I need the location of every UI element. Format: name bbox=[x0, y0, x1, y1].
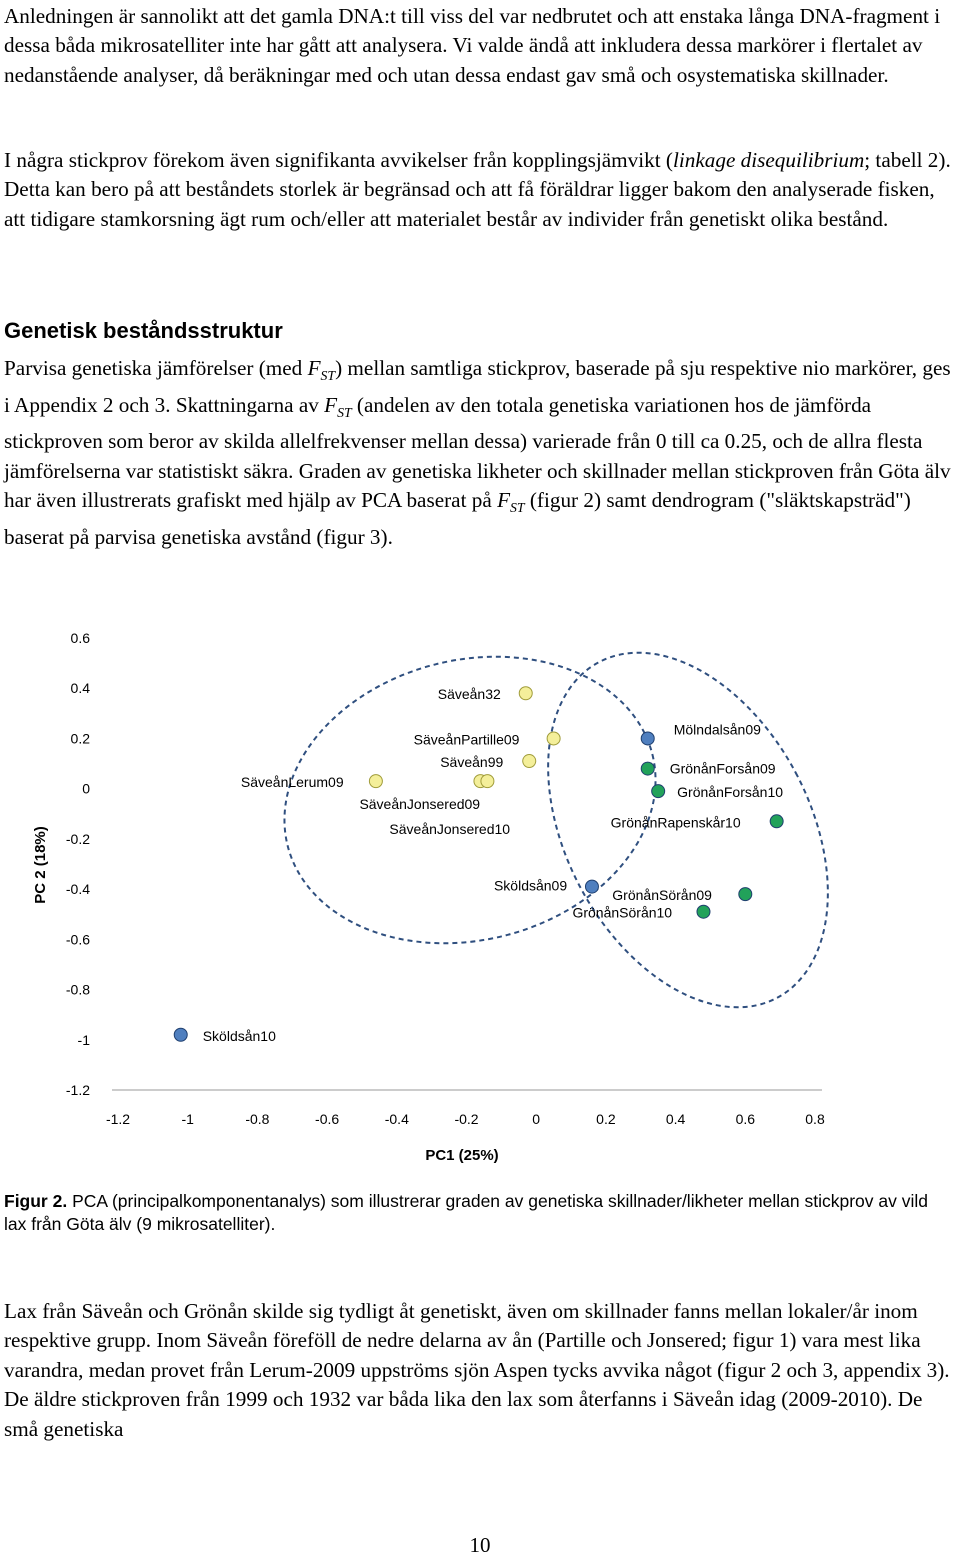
fst-symbol: FST bbox=[497, 488, 525, 516]
data-point bbox=[738, 887, 753, 902]
data-point bbox=[640, 731, 655, 746]
paragraph-linkage: I några stickprov förekom även signifika… bbox=[4, 146, 960, 234]
figure-caption: Figur 2. PCA (principalkomponentanalys) … bbox=[4, 1190, 954, 1236]
y-tick-label: -1.2 bbox=[66, 1082, 90, 1098]
y-tick-label: -0.8 bbox=[66, 982, 90, 998]
y-tick-label: 0 bbox=[82, 781, 90, 797]
data-point-label: Säveån32 bbox=[438, 686, 501, 702]
x-tick-label: -0.2 bbox=[454, 1111, 478, 1127]
data-point bbox=[173, 1027, 188, 1042]
data-point bbox=[651, 784, 666, 799]
y-tick-label: 0.4 bbox=[71, 680, 91, 696]
x-axis-label: PC1 (25%) bbox=[425, 1147, 498, 1164]
page-number: 10 bbox=[469, 1533, 491, 1557]
data-point-label: Mölndalsån09 bbox=[674, 721, 761, 737]
data-point-label: SäveånPartille09 bbox=[414, 731, 520, 747]
x-tick-label: 0 bbox=[532, 1111, 540, 1127]
data-point bbox=[640, 761, 655, 776]
y-tick-label: -0.2 bbox=[66, 831, 90, 847]
x-tick-label: 0.6 bbox=[736, 1111, 756, 1127]
data-point-label: GrönånSörån09 bbox=[612, 887, 712, 903]
fst-symbol: FST bbox=[307, 356, 336, 384]
x-tick-label: -0.8 bbox=[245, 1111, 269, 1127]
section-heading: Genetisk beståndsstruktur bbox=[4, 318, 283, 343]
x-tick-label: -0.6 bbox=[315, 1111, 339, 1127]
paragraph-linkage-part-a: I några stickprov förekom även signifika… bbox=[4, 148, 673, 172]
x-tick-label: 0.4 bbox=[666, 1111, 686, 1127]
paragraph-linkage-part-b: ; tabell 2). Detta kan bero på att bestå… bbox=[4, 148, 951, 231]
data-point bbox=[522, 754, 537, 769]
x-tick-label: 0.8 bbox=[805, 1111, 825, 1127]
data-point bbox=[696, 904, 711, 919]
paragraph-fst: Parvisa genetiska jämförelser (med FST) … bbox=[4, 354, 960, 552]
x-tick-label: 0.2 bbox=[596, 1111, 616, 1127]
data-point-label: GrönånForsån10 bbox=[677, 784, 783, 800]
x-tick-label: -0.4 bbox=[385, 1111, 409, 1127]
y-tick-label: -0.4 bbox=[66, 881, 90, 897]
data-point-label: SäveånLerum09 bbox=[241, 774, 344, 790]
fst-symbol: FST bbox=[324, 392, 352, 420]
paragraph-intro: Anledningen är sannolikt att det gamla D… bbox=[4, 4, 941, 87]
y-tick-label: 0.6 bbox=[71, 630, 91, 646]
data-point bbox=[480, 774, 495, 789]
paragraph-results: Lax från Säveån och Grönån skilde sig ty… bbox=[4, 1299, 950, 1441]
paragraph-fst-part-b: ) mellan samtliga stickprov, baserade på… bbox=[4, 356, 951, 417]
y-axis-label: PC 2 (18%) bbox=[32, 826, 49, 904]
data-point-label: SäveånJonsered09 bbox=[359, 796, 480, 812]
paragraph-fst-part-c: (andelen av den totala genetiska variati… bbox=[4, 392, 951, 513]
data-point-label: Sköldsån10 bbox=[203, 1028, 276, 1044]
figure-caption-text: PCA (principalkomponentanalys) som illus… bbox=[4, 1191, 929, 1234]
data-point-label: GrönånRapenskår10 bbox=[611, 814, 741, 830]
linkage-term: linkage disequilibrium bbox=[672, 148, 865, 172]
saevean-cluster-ellipse bbox=[283, 655, 657, 945]
gronan-cluster-ellipse bbox=[547, 651, 829, 1009]
y-tick-label: -0.6 bbox=[66, 931, 90, 947]
y-tick-label: 0.2 bbox=[71, 730, 91, 746]
paragraph-fst-part-a: Parvisa genetiska jämförelser (med bbox=[4, 356, 308, 380]
pca-scatter-chart: 0.6 0.4 0.2 0 -0.2 -0.4 -0.6 -0.8 -1 -1.2 -1.2 -1 -… bbox=[32, 630, 829, 1164]
data-point-label: GrönånForsån09 bbox=[670, 761, 776, 777]
paragraph-fst-part-d: (figur 2) samt dendrogram ("släktskapstr… bbox=[4, 488, 911, 549]
y-tick-label: -1 bbox=[78, 1032, 91, 1048]
data-point-label: Sköldsån09 bbox=[494, 878, 567, 894]
data-point bbox=[769, 814, 784, 829]
data-point bbox=[368, 774, 383, 789]
data-point bbox=[546, 731, 561, 746]
data-point bbox=[584, 879, 599, 894]
figure-caption-label: Figur 2. bbox=[4, 1191, 68, 1211]
data-point-label: SäveånJonsered10 bbox=[389, 821, 510, 837]
data-point-label: Säveån99 bbox=[440, 754, 503, 770]
x-tick-label: -1.2 bbox=[106, 1111, 130, 1127]
data-point-label: GrönånSörån10 bbox=[572, 905, 672, 921]
data-point bbox=[518, 686, 533, 701]
x-tick-label: -1 bbox=[181, 1111, 194, 1127]
